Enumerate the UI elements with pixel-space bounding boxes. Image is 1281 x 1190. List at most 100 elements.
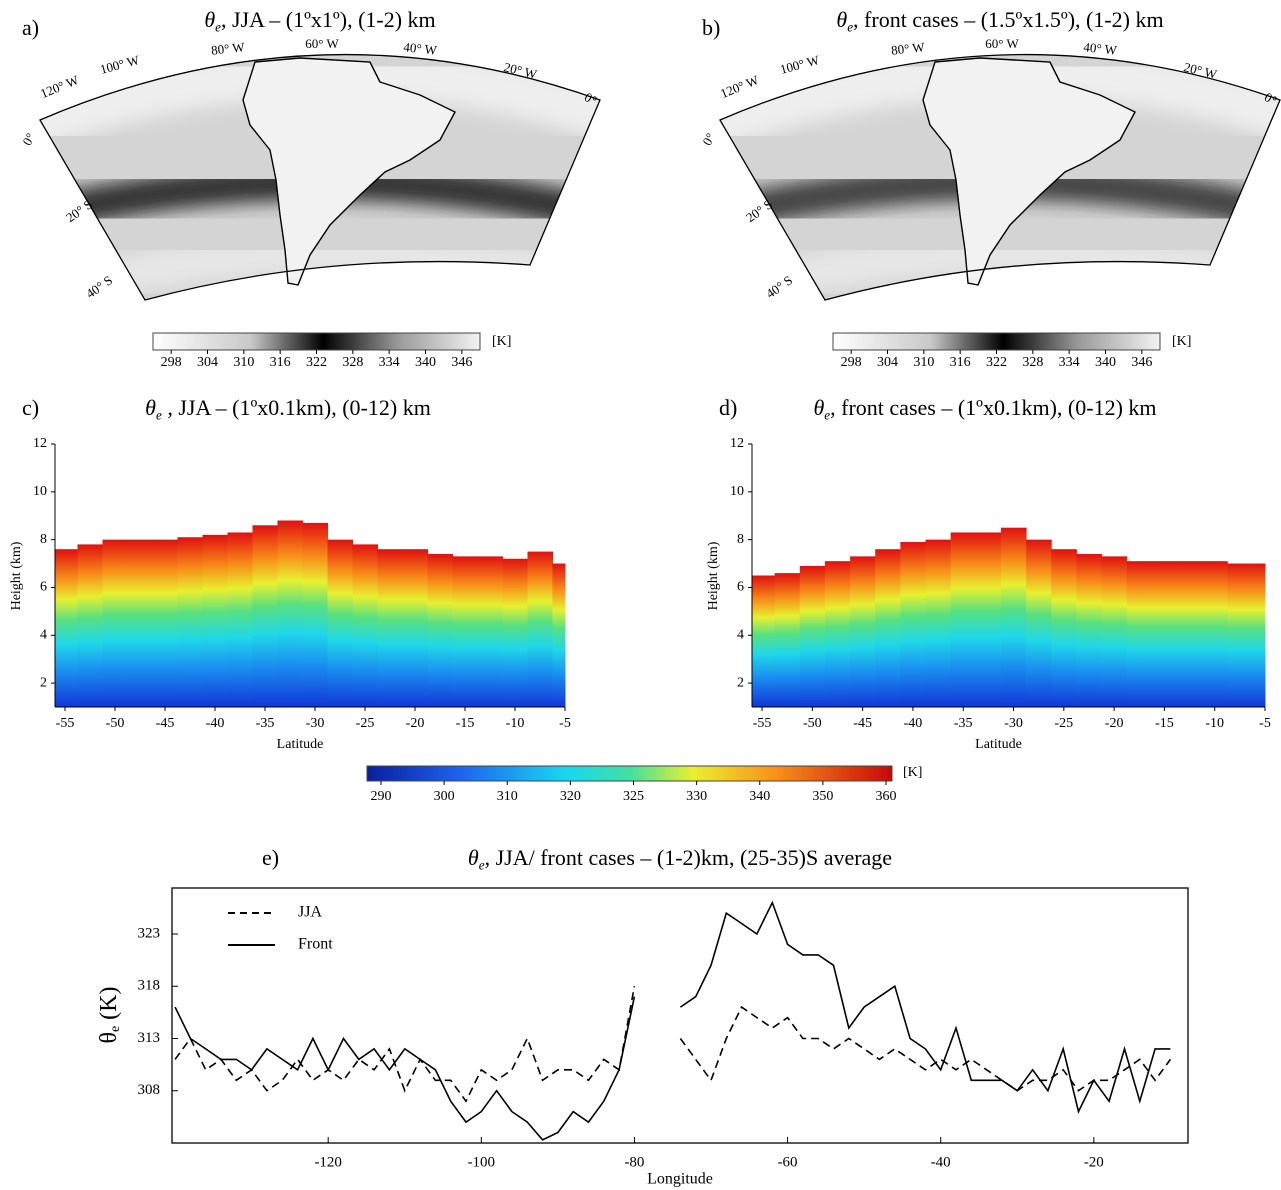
panel-label: e) bbox=[262, 845, 279, 870]
x-tick-label: -100 bbox=[468, 1154, 496, 1170]
lat-label: 0° bbox=[19, 130, 38, 148]
lat-label: 0° bbox=[699, 130, 718, 148]
series-line bbox=[174, 900, 1171, 1141]
map-title: θe, JJA – (1ºx1º), (1-2) km bbox=[204, 7, 435, 35]
lower-light bbox=[54, 233, 600, 300]
theta-symbol: θ bbox=[468, 845, 479, 870]
field-column bbox=[1076, 553, 1103, 707]
colorbar-tick-label: 340 bbox=[749, 789, 770, 804]
field-column bbox=[252, 525, 278, 707]
y-tick-label: 4 bbox=[40, 627, 47, 642]
x-tick-label: -50 bbox=[106, 716, 125, 731]
colorbar-tick-label: 310 bbox=[913, 355, 934, 370]
x-tick-label: -45 bbox=[853, 716, 872, 731]
x-tick-label: -40 bbox=[931, 1154, 951, 1170]
colorbar-unit: [K] bbox=[1172, 334, 1191, 349]
colorbar-tick-label: 340 bbox=[1095, 355, 1116, 370]
x-tick-label: -15 bbox=[1155, 716, 1174, 731]
subscript: e bbox=[108, 1026, 123, 1032]
field-column bbox=[277, 520, 303, 707]
colorbar-tick-label: 316 bbox=[270, 355, 291, 370]
field-column bbox=[774, 573, 801, 707]
colorbar-tick-label: 304 bbox=[877, 355, 898, 370]
lon-label: 80° W bbox=[890, 39, 926, 57]
lat-label: 40° S bbox=[83, 272, 115, 301]
field-column bbox=[302, 522, 328, 707]
chart-title: θe, front cases – (1ºx0.1km), (0-12) km bbox=[813, 395, 1156, 423]
title-text: , JJA/ front cases – (1-2)km, (25-35)S a… bbox=[485, 845, 893, 870]
field-column bbox=[875, 549, 901, 707]
subscript: e bbox=[215, 20, 221, 35]
colorbar-tick-label: 322 bbox=[306, 355, 327, 370]
subscript: e bbox=[156, 408, 162, 423]
y-tick-label: 8 bbox=[40, 532, 47, 547]
colorbar-tick-label: 320 bbox=[560, 789, 581, 804]
field-column bbox=[127, 539, 153, 707]
field-column bbox=[850, 556, 876, 707]
series-line bbox=[174, 986, 1172, 1103]
field-column bbox=[799, 565, 826, 707]
colorbar-tick-label: 304 bbox=[197, 355, 218, 370]
x-axis-label: Longitude bbox=[647, 1171, 713, 1188]
field-column bbox=[552, 563, 566, 707]
y-tick-label: 12 bbox=[730, 436, 744, 451]
field-column bbox=[452, 556, 478, 707]
field-column bbox=[527, 551, 553, 707]
panel-label: c) bbox=[22, 395, 39, 420]
plot-frame bbox=[171, 887, 1189, 1144]
x-tick-label: -30 bbox=[306, 716, 325, 731]
y-tick-label: 12 bbox=[33, 436, 47, 451]
colorbar-tick-label: 360 bbox=[876, 789, 897, 804]
sector-outline bbox=[719, 53, 1281, 301]
field-column bbox=[950, 532, 977, 707]
colorbar-tick-label: 322 bbox=[986, 355, 1007, 370]
field-column bbox=[1202, 561, 1228, 707]
legend-label: Front bbox=[298, 936, 333, 953]
field-column bbox=[102, 539, 128, 707]
lon-label: 80° W bbox=[210, 39, 246, 57]
lat-label: 40° S bbox=[763, 272, 795, 301]
y-tick-label: 6 bbox=[737, 580, 744, 595]
field-column bbox=[975, 532, 1002, 707]
colorbar-tick-label: 346 bbox=[451, 355, 472, 370]
field-column bbox=[1101, 556, 1128, 707]
x-tick-label: -5 bbox=[1259, 716, 1271, 731]
label-text: (K) bbox=[96, 986, 122, 1025]
y-axis-label: Height (km) bbox=[706, 541, 721, 610]
lon-label: 100° W bbox=[98, 52, 141, 77]
continent bbox=[922, 57, 1136, 286]
field-column bbox=[152, 539, 178, 707]
colorbar-tick-label: 325 bbox=[623, 789, 644, 804]
field-column bbox=[1000, 527, 1027, 707]
field-column bbox=[202, 534, 228, 707]
y-tick-label: 4 bbox=[737, 627, 744, 642]
colorbar-tick-label: 330 bbox=[686, 789, 707, 804]
x-tick-label: -50 bbox=[803, 716, 822, 731]
field-column bbox=[227, 532, 253, 707]
colorbar bbox=[832, 332, 1161, 351]
x-tick-label: -40 bbox=[206, 716, 225, 731]
y-tick-label: 10 bbox=[730, 484, 744, 499]
colorbar-tick-label: 298 bbox=[161, 355, 182, 370]
continent bbox=[242, 57, 456, 286]
y-tick-label: 308 bbox=[138, 1082, 161, 1098]
theta-symbol: θ bbox=[96, 1032, 122, 1044]
colorbar-tick-label: 328 bbox=[342, 355, 363, 370]
x-tick-label: -20 bbox=[406, 716, 425, 731]
x-tick-label: -45 bbox=[156, 716, 175, 731]
field-column bbox=[1126, 561, 1153, 707]
y-axis-label: θe (K) bbox=[96, 986, 124, 1043]
lon-label: 100° W bbox=[778, 52, 821, 77]
field-column bbox=[752, 575, 776, 707]
lon-label: 120° W bbox=[718, 72, 761, 101]
x-tick-label: -25 bbox=[1054, 716, 1073, 731]
field-column bbox=[824, 561, 851, 707]
colorbar-unit: [K] bbox=[903, 765, 922, 780]
x-tick-label: -5 bbox=[559, 716, 571, 731]
field-column bbox=[900, 542, 927, 707]
x-tick-label: -25 bbox=[356, 716, 375, 731]
field-column bbox=[377, 549, 403, 707]
x-axis-label: Latitude bbox=[975, 737, 1022, 752]
field-column bbox=[1026, 539, 1052, 707]
